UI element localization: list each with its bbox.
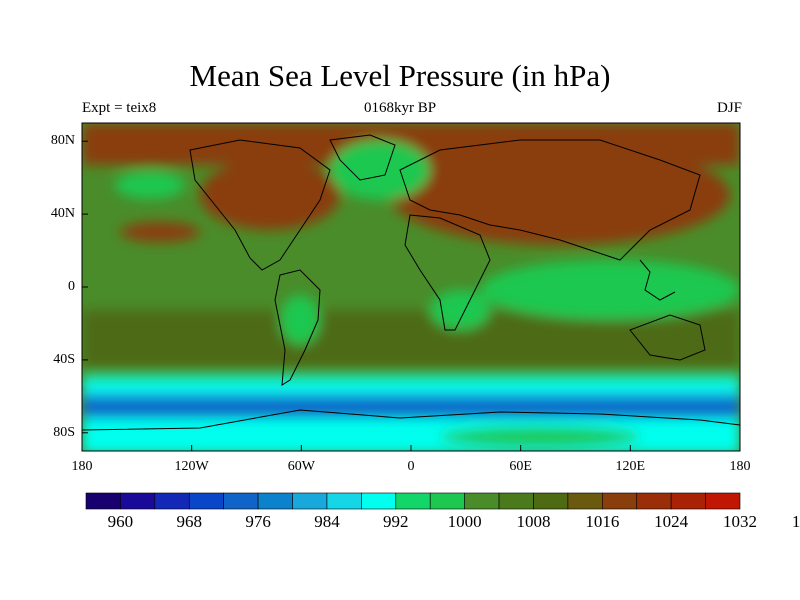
colorbar-swatch — [257, 492, 293, 510]
colorbar-swatch — [223, 492, 259, 510]
y-tick-label: 40S — [53, 351, 75, 367]
colorbar-label: 1040 — [791, 512, 800, 531]
x-tick-label: 0 — [407, 459, 415, 474]
aleutian-low — [115, 171, 185, 199]
coastlines — [82, 134, 740, 431]
colorbar-label: 1016 — [585, 512, 620, 531]
map-title: Mean Sea Level Pressure (in hPa) — [189, 58, 611, 93]
colorbar-label: 968 — [176, 512, 203, 531]
icelandic-low — [330, 140, 430, 200]
antarctic-high — [440, 427, 640, 447]
colorbar-label: 960 — [107, 512, 134, 531]
x-tick-label: 180 — [729, 459, 751, 474]
y-tick-label: 80S — [53, 424, 75, 440]
colorbar — [85, 492, 741, 510]
colorbar-swatch — [602, 492, 638, 510]
north-america-high — [200, 160, 340, 230]
colorbar-label: 1024 — [654, 512, 689, 531]
axis-ticks — [81, 140, 741, 451]
x-tick-label: 120W — [174, 459, 209, 474]
colorbar-swatch — [670, 492, 706, 510]
pressure-field — [82, 123, 740, 451]
africa-low — [430, 290, 490, 330]
colorbar-swatch — [292, 492, 328, 510]
southern-green-band — [82, 372, 740, 382]
pacific-high — [120, 222, 200, 242]
southern-lightblue-band — [82, 392, 740, 402]
y-tick-label: 40N — [50, 206, 75, 222]
colorbar-swatch — [429, 492, 465, 510]
colorbar-label: 976 — [245, 512, 271, 531]
colorbar-swatch — [464, 492, 500, 510]
colorbar-swatch — [326, 492, 362, 510]
colorbar-swatch — [85, 492, 121, 510]
time-label: 0168kyr BP — [363, 100, 437, 116]
colorbar-swatch — [188, 492, 224, 510]
south-america-low — [280, 295, 320, 345]
x-tick-label: 120E — [615, 459, 646, 474]
colorbar-swatch — [395, 492, 431, 510]
siberian-high — [390, 145, 730, 245]
colorbar-label: 992 — [383, 512, 409, 531]
colorbar-swatch — [636, 492, 672, 510]
y-tick-label: 80N — [50, 133, 75, 149]
southern-cyan-band — [82, 380, 740, 394]
maritime-continent-low — [480, 260, 740, 320]
colorbar-swatch — [533, 492, 569, 510]
x-tick-label: 60W — [287, 459, 315, 474]
y-tick-label: 0 — [68, 279, 75, 294]
colorbar-swatch — [567, 492, 603, 510]
southern-subtropical-band — [82, 310, 740, 370]
colorbar-swatch — [705, 492, 741, 510]
colorbar-label: 1000 — [447, 512, 482, 531]
colorbar-label: 1008 — [516, 512, 551, 531]
colorbar-label: 1032 — [723, 512, 757, 531]
colorbar-swatch — [498, 492, 534, 510]
experiment-label: Expt = teix8 — [82, 100, 157, 116]
colorbar-swatch — [120, 492, 156, 510]
colorbar-label: 984 — [314, 512, 340, 531]
colorbar-swatch — [154, 492, 190, 510]
season-label: DJF — [716, 100, 742, 116]
colorbar-swatch — [361, 492, 397, 510]
x-tick-label: 60E — [509, 459, 532, 474]
circumpolar-trough — [82, 400, 740, 420]
x-tick-label: 180 — [71, 459, 93, 474]
